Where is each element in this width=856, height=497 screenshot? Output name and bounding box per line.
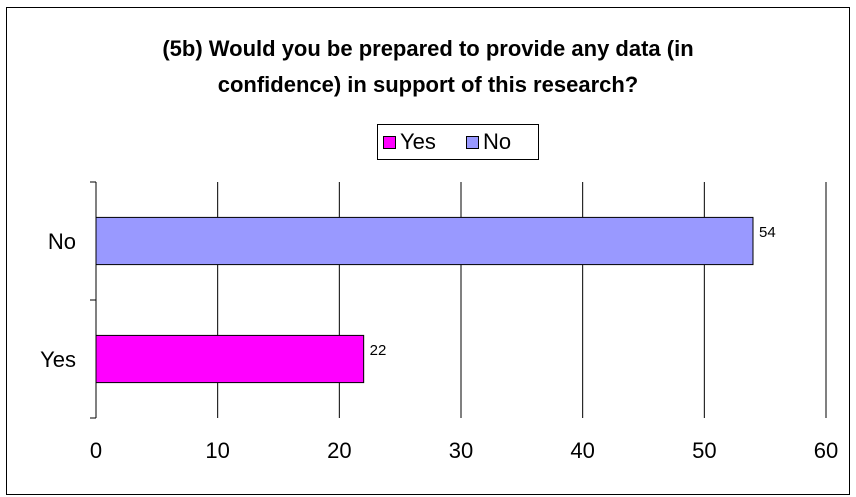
bars	[95, 216, 754, 384]
x-tick-label-40: 40	[570, 438, 594, 463]
legend-swatch-no	[466, 136, 479, 149]
axes	[90, 181, 97, 419]
y-category-label-yes: Yes	[40, 347, 76, 372]
y-category-label-no: No	[48, 229, 76, 254]
labels: 0 10 20 30 40 50 60 No 54 Yes 22	[40, 224, 838, 463]
data-label-yes: 22	[370, 342, 387, 359]
chart-legend: Yes No	[377, 124, 539, 160]
legend-label-no: No	[483, 129, 512, 154]
chart-title-line-1: (5b) Would you be prepared to provide an…	[162, 36, 694, 61]
x-tick-label-20: 20	[327, 438, 351, 463]
bar-yes	[95, 334, 365, 384]
x-tick-label-30: 30	[449, 438, 473, 463]
x-tick-label-10: 10	[205, 438, 229, 463]
x-tick-label-60: 60	[814, 438, 838, 463]
data-label-no: 54	[759, 224, 776, 241]
x-tick-label-50: 50	[692, 438, 716, 463]
legend-swatch-yes	[383, 136, 396, 149]
x-tick-label-0: 0	[90, 438, 102, 463]
legend-label-yes: Yes	[400, 129, 436, 154]
bar-no	[95, 216, 754, 266]
chart-title-line-2: confidence) in support of this research?	[217, 72, 639, 97]
